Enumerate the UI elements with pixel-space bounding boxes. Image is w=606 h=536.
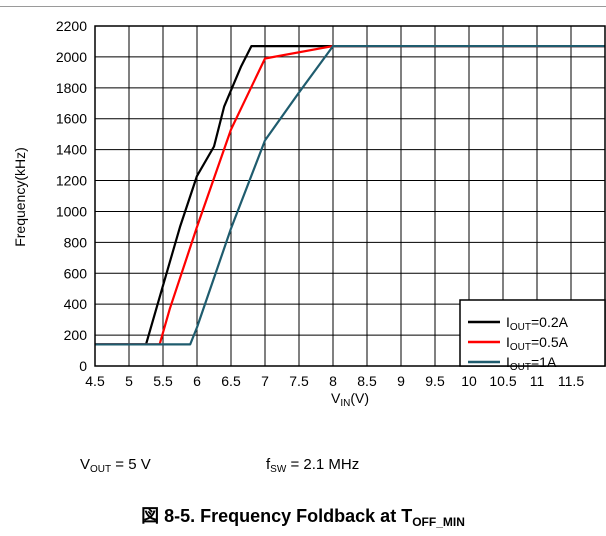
vout-condition: VOUT = 5 V [80, 456, 151, 475]
legend-label: IOUT=0.5A [506, 334, 569, 353]
y-tick-label: 1600 [56, 111, 87, 127]
x-tick-label: 6 [193, 373, 201, 389]
y-tick-label: 1000 [56, 203, 87, 219]
x-tick-label: 5 [125, 373, 133, 389]
y-tick-label: 1200 [56, 173, 87, 189]
y-tick-label: 800 [64, 234, 88, 250]
x-tick-label: 9.5 [425, 373, 445, 389]
y-tick-label: 1800 [56, 80, 87, 96]
x-tick-labels: 4.5 5 5.5 6 6.5 7 7.5 8 8.5 9 9.5 10 10.5 11 11.5 [85, 373, 584, 389]
series-line [95, 45, 605, 346]
x-tick-label: 10 [461, 373, 477, 389]
x-tick-label: 8.5 [357, 373, 377, 389]
y-tick-label: 400 [64, 296, 88, 312]
y-axis-title: Frequency(kHz) [12, 147, 28, 247]
y-tick-labels: 0 200 400 600 800 1000 1200 1400 1600 1800 2000 220… [56, 18, 87, 374]
x-tick-label: 7 [261, 373, 269, 389]
x-tick-label: 4.5 [85, 373, 105, 389]
y-tick-label: 2200 [56, 18, 87, 34]
y-tick-label: 600 [64, 265, 88, 281]
x-tick-label: 6.5 [221, 373, 241, 389]
legend-label: IOUT=0.2A [506, 314, 569, 333]
x-axis-title: VIN(V) [331, 390, 369, 409]
series-line [95, 45, 605, 346]
figure-caption: 図 8-5. Frequency Foldback at TOFF_MIN [141, 506, 465, 529]
top-rule [0, 6, 606, 7]
series-group [95, 45, 605, 346]
x-tick-label: 8 [329, 373, 337, 389]
plot-frame [94, 25, 606, 367]
legend-label: IOUT=1A [506, 354, 557, 373]
x-tick-label: 11 [530, 373, 545, 389]
x-tick-label: 10.5 [489, 373, 516, 389]
y-tick-label: 200 [64, 327, 88, 343]
frequency-foldback-chart: 0 200 400 600 800 1000 1200 1400 1600 1800 2000 220… [12, 18, 606, 409]
series-line [95, 45, 605, 346]
x-tick-label: 9 [397, 373, 405, 389]
y-tick-label: 0 [79, 358, 87, 374]
x-tick-label: 11.5 [558, 373, 584, 389]
y-tick-label: 2000 [56, 49, 87, 65]
x-tick-label: 7.5 [289, 373, 309, 389]
x-tick-label: 5.5 [153, 373, 173, 389]
legend-box [459, 299, 606, 367]
fsw-condition: fSW = 2.1 MHz [266, 456, 360, 475]
y-tick-label: 1400 [56, 142, 87, 158]
